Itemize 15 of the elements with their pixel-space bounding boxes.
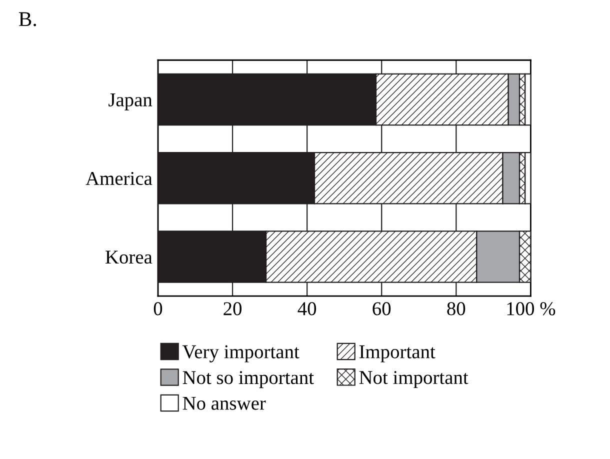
x-tick-label: 60 xyxy=(372,302,391,316)
chart-title: B. xyxy=(18,12,36,26)
legend-label: Important xyxy=(359,345,436,362)
x-tick-label: 20 xyxy=(224,302,242,316)
y-tick-label: Japan xyxy=(108,93,152,110)
x-tick-label: 100 % xyxy=(507,302,556,316)
x-tick-label: 0 xyxy=(154,302,162,316)
x-tick-label: 80 xyxy=(447,302,466,316)
legend-label: No answer xyxy=(182,396,266,410)
x-tick-label: 40 xyxy=(298,302,316,316)
legend-label: Not important xyxy=(359,371,468,388)
legend-label: Not so important xyxy=(182,371,314,388)
legend-label: Very important xyxy=(182,345,300,362)
y-tick-label: Korea xyxy=(105,250,152,264)
y-tick-label: America xyxy=(86,172,152,186)
